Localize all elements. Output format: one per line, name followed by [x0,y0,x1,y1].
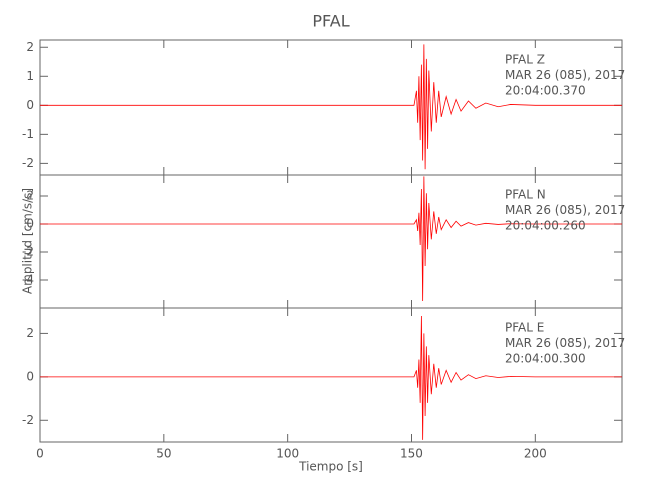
annotation: MAR 26 (085), 2017 [505,336,625,350]
y-tick-label: -2 [22,156,34,170]
annotation: 20:04:00.260 [505,219,586,233]
y-tick-label: 2 [26,40,34,54]
y-tick-label: -1 [22,127,34,141]
waveform [40,316,622,440]
annotation: 20:04:00.370 [505,84,586,98]
x-axis-label: Tiempo [s] [298,460,363,474]
y-tick-label: -4 [22,273,34,287]
x-tick-label: 100 [276,447,299,461]
y-tick-label: 1 [26,69,34,83]
y-tick-label: 2 [26,189,34,203]
x-tick-label: 150 [400,447,423,461]
waveform [40,44,622,170]
annotation: PFAL E [505,321,544,335]
y-tick-label: 0 [26,369,34,383]
waveform [40,176,622,302]
x-tick-label: 200 [524,447,547,461]
y-tick-label: 2 [26,326,34,340]
annotation: MAR 26 (085), 2017 [505,203,625,217]
annotation: 20:04:00.300 [505,352,586,366]
y-tick-label: 0 [26,98,34,112]
y-tick-label: -2 [22,245,34,259]
annotation: MAR 26 (085), 2017 [505,68,625,82]
y-tick-label: -2 [22,413,34,427]
y-axis-label: Amplitud [cm/s/s] [21,188,35,294]
y-tick-label: 0 [26,217,34,231]
annotation: PFAL N [505,188,546,202]
x-tick-label: 50 [156,447,171,461]
annotation: PFAL Z [505,53,545,67]
chart-title: PFAL [312,12,349,31]
plot-frame [39,307,623,443]
x-tick-label: 0 [36,447,44,461]
